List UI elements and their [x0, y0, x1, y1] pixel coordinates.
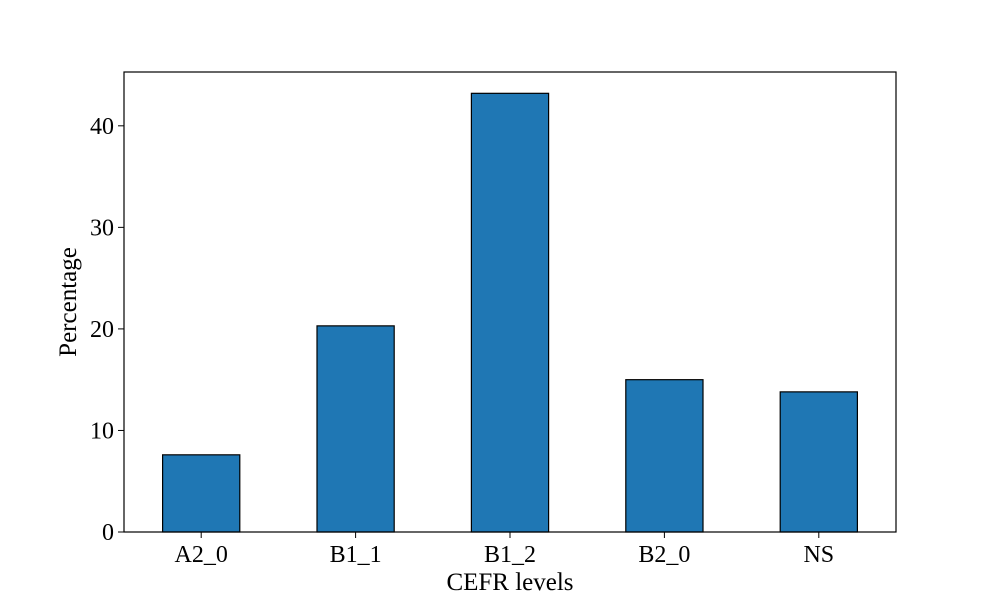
y-axis-ticks: 0 10 20 30 40	[90, 114, 124, 546]
y-tick-label: 0	[102, 520, 114, 546]
x-axis-label: CEFR levels	[446, 569, 573, 596]
x-tick-label: B2_0	[638, 542, 690, 568]
bar-b1-2	[470, 92, 550, 533]
y-tick-label: 40	[90, 114, 114, 140]
bars-group	[162, 92, 859, 533]
bar-a2-0	[162, 454, 241, 533]
x-tick-label: B1_2	[484, 542, 536, 568]
plot-frame	[123, 71, 897, 533]
y-tick-label: 10	[90, 418, 114, 444]
bar-b2-0	[625, 379, 704, 533]
x-tick-label: B1_1	[330, 542, 382, 568]
y-axis-label: Percentage	[55, 247, 82, 357]
y-tick-label: 20	[90, 317, 114, 343]
bar-b1-1	[316, 325, 395, 533]
x-axis-ticks: A2_0 B1_1 B1_2 B2_0 NS	[175, 532, 834, 568]
bar-ns	[779, 391, 859, 533]
y-tick-label: 30	[90, 215, 114, 241]
x-tick-label: NS	[803, 542, 834, 568]
x-tick-label: A2_0	[175, 542, 228, 568]
